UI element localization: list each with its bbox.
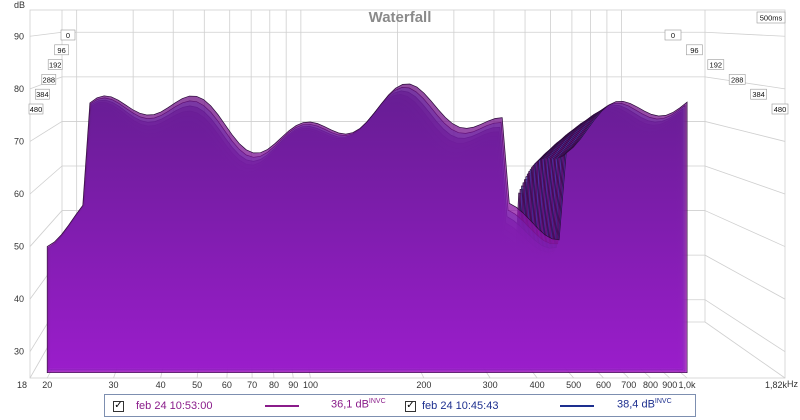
svg-text:384: 384 bbox=[36, 90, 49, 99]
time-tag-right: 96 bbox=[686, 44, 703, 56]
svg-text:480: 480 bbox=[30, 105, 43, 114]
svg-text:0: 0 bbox=[671, 31, 675, 40]
svg-text:192: 192 bbox=[49, 61, 62, 70]
series-2-label: feb 24 10:45:43 bbox=[422, 400, 499, 412]
series-1-value: 36,1 dBINVC bbox=[331, 398, 386, 411]
x-tick-label: 50 bbox=[192, 380, 202, 390]
svg-text:500ms: 500ms bbox=[760, 14, 783, 23]
svg-text:0: 0 bbox=[66, 31, 70, 40]
time-tag-right: 384 bbox=[750, 88, 767, 100]
svg-text:192: 192 bbox=[710, 61, 723, 70]
svg-text:480: 480 bbox=[774, 105, 787, 114]
svg-text:384: 384 bbox=[752, 90, 765, 99]
x-tick-label: 300 bbox=[483, 380, 498, 390]
y-axis: 90 80 70 60 50 40 30 bbox=[14, 31, 24, 356]
x-tick-label: 30 bbox=[109, 380, 119, 390]
time-tag-right: 0 bbox=[664, 29, 682, 41]
series-1-checkbox[interactable]: ✓ bbox=[113, 400, 124, 412]
series-2-swatch bbox=[560, 405, 594, 407]
series-1-swatch bbox=[265, 405, 299, 407]
series-1-label: feb 24 10:53:00 bbox=[136, 400, 213, 412]
legend-bar: ✓ feb 24 10:53:00 36,1 dBINVC ✓ feb 24 1… bbox=[104, 394, 696, 417]
x-tick-label: 200 bbox=[416, 380, 431, 390]
y-tick-label: 60 bbox=[14, 189, 24, 199]
x-tick-label: 40 bbox=[156, 380, 166, 390]
time-tag-left: 384 bbox=[35, 88, 50, 100]
x-tick-label: 100 bbox=[303, 380, 318, 390]
checkmark-icon: ✓ bbox=[406, 400, 415, 411]
x-tick-label: 600 bbox=[596, 380, 611, 390]
legend-series-1[interactable]: ✓ feb 24 10:53:00 bbox=[113, 399, 212, 413]
waterfall-slices bbox=[46, 83, 688, 374]
y-tick-label: 30 bbox=[14, 347, 24, 357]
x-tick-label: 1,82k bbox=[765, 380, 788, 390]
x-tick-label: 90 bbox=[288, 380, 298, 390]
x-tick-label: 400 bbox=[530, 380, 545, 390]
y-axis-label: dB bbox=[14, 0, 25, 10]
svg-text:96: 96 bbox=[690, 46, 698, 55]
x-axis: 18 20 30 40 50 60 70 80 90 100 200 300 400 500 600 700 8… bbox=[17, 380, 788, 390]
x-tick-label: 900 bbox=[662, 380, 677, 390]
time-axis-right: 0 96 192 288 384 480 bbox=[664, 29, 789, 115]
y-tick-label: 90 bbox=[14, 31, 24, 41]
y-tick-label: 40 bbox=[14, 294, 24, 304]
waterfall-slice bbox=[46, 83, 688, 374]
x-tick-label: 80 bbox=[269, 380, 279, 390]
time-tag-right: 192 bbox=[707, 59, 725, 70]
svg-text:288: 288 bbox=[731, 75, 744, 84]
time-tag-left: 96 bbox=[54, 44, 69, 56]
checkmark-icon: ✓ bbox=[114, 400, 123, 411]
time-tag-right: 288 bbox=[728, 74, 746, 85]
x-axis-unit: Hz bbox=[787, 379, 798, 389]
time-tag-right: 480 bbox=[771, 103, 789, 115]
time-span-badge[interactable]: 500ms bbox=[756, 11, 786, 24]
x-tick-label: 700 bbox=[621, 380, 636, 390]
x-tick-label: 18 bbox=[17, 380, 27, 390]
x-tick-label: 800 bbox=[643, 380, 658, 390]
x-tick-label: 60 bbox=[222, 380, 232, 390]
legend-series-2[interactable]: ✓ feb 24 10:45:43 bbox=[405, 399, 498, 413]
y-tick-label: 70 bbox=[14, 136, 24, 146]
series-2-checkbox[interactable]: ✓ bbox=[405, 400, 416, 412]
time-tag-left: 480 bbox=[28, 103, 44, 115]
x-tick-label: 70 bbox=[247, 380, 257, 390]
time-axis-left: 096 192 288 384 480 bbox=[28, 29, 76, 115]
time-tag-left: 288 bbox=[41, 74, 57, 85]
x-tick-label: 20 bbox=[42, 380, 52, 390]
series-2-value: 38,4 dBINVC bbox=[617, 398, 672, 411]
x-tick-label: 1,0k bbox=[679, 380, 697, 390]
svg-text:288: 288 bbox=[43, 75, 56, 84]
y-tick-label: 50 bbox=[14, 242, 24, 252]
x-tick-label: 500 bbox=[566, 380, 581, 390]
time-tag-left: 192 bbox=[47, 59, 63, 70]
chart-title: Waterfall bbox=[369, 9, 432, 26]
time-tag-left: 0 bbox=[60, 29, 76, 41]
y-tick-label: 80 bbox=[14, 84, 24, 94]
svg-text:96: 96 bbox=[57, 46, 65, 55]
